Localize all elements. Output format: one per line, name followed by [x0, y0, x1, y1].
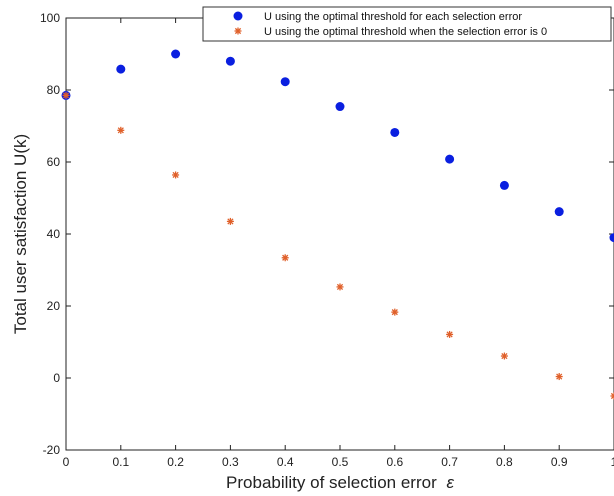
plot-area: [65, 17, 614, 451]
x-axis-ticks: 0 0.1 0.2 0.3 0.4 0.5 0.6 0.7 0.8 0.9 1: [63, 18, 614, 469]
y-tick-label: 100: [40, 11, 60, 25]
x-tick-label: 0.3: [222, 455, 239, 469]
series-2-point: [555, 373, 563, 381]
series-2: [62, 91, 614, 400]
y-tick-label: 60: [47, 155, 61, 169]
legend-box: [202, 6, 612, 42]
legend-marker-1: [233, 11, 243, 21]
series-layer: [61, 49, 614, 400]
series-1-point: [445, 154, 455, 164]
x-tick-label: 0.5: [332, 455, 349, 469]
y-tick-label: -20: [43, 443, 61, 457]
series-1-point: [280, 77, 290, 87]
legend-marker-2: [234, 27, 242, 35]
series-1-point: [390, 127, 400, 137]
y-tick-label: 80: [47, 83, 61, 97]
x-tick-label: 0.6: [386, 455, 403, 469]
series-1-point: [554, 207, 564, 217]
series-2-point: [391, 308, 399, 316]
series-1-point: [116, 64, 126, 74]
series-1-point: [225, 56, 235, 66]
x-tick-label: 0.1: [112, 455, 129, 469]
x-tick-label: 0.7: [441, 455, 458, 469]
y-tick-label: 20: [47, 299, 61, 313]
y-axis-ticks: -20 0 20 40 60 80 100: [40, 11, 614, 457]
series-1-point: [171, 49, 181, 59]
x-tick-label: 0.2: [167, 455, 184, 469]
series-2-point: [446, 330, 454, 338]
series-1-point: [335, 102, 345, 112]
y-tick-label: 40: [47, 227, 61, 241]
series-2-point: [610, 392, 614, 400]
series-2-point: [500, 352, 508, 360]
series-2-point: [62, 91, 70, 99]
x-axis-label-symbol: ε: [446, 473, 454, 492]
legend-label-2: U using the optimal threshold when the s…: [264, 26, 547, 38]
series-2-point: [281, 254, 289, 262]
x-tick-label: 1: [611, 455, 614, 469]
series-1-point: [499, 180, 509, 190]
x-axis-label: Probability of selection error ε: [226, 473, 454, 492]
legend-label-1: U using the optimal threshold for each s…: [264, 11, 522, 23]
y-axis-label: Total user satisfaction U(k): [11, 134, 30, 334]
y-tick-label: 0: [53, 371, 60, 385]
x-tick-label: 0: [63, 455, 70, 469]
plot-frame: [65, 17, 614, 451]
series-2-point: [172, 171, 180, 179]
series-2-point: [336, 283, 344, 291]
series-2-point: [226, 217, 234, 225]
legend-entries: U using the optimal threshold for each s…: [233, 11, 547, 38]
x-axis-label-text: Probability of selection error: [226, 473, 437, 492]
x-tick-label: 0.8: [496, 455, 513, 469]
x-tick-label: 0.4: [277, 455, 294, 469]
x-tick-label: 0.9: [551, 455, 568, 469]
series-1-point: [609, 233, 614, 243]
legend: U using the optimal threshold for each s…: [202, 6, 612, 42]
series-2-point: [117, 126, 125, 134]
